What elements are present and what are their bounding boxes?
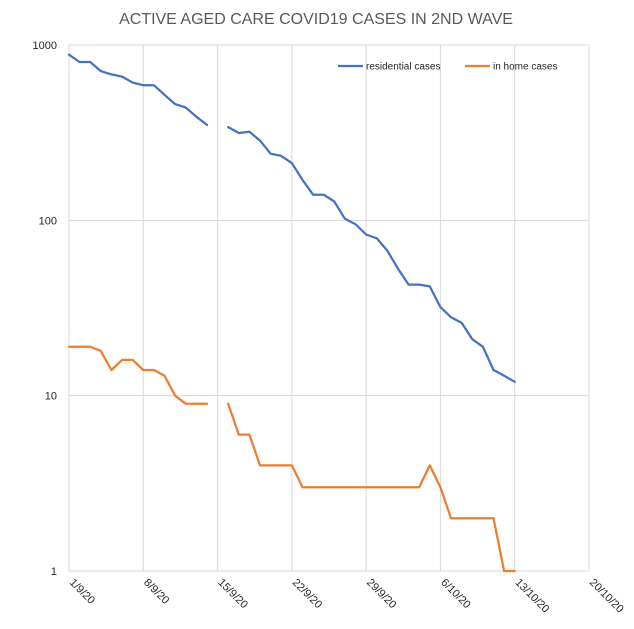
x-tick-label: 29/9/20 xyxy=(364,577,398,611)
series-residential-cases xyxy=(67,53,516,383)
grid xyxy=(68,44,590,572)
x-tick-label: 15/9/20 xyxy=(215,577,249,611)
x-tick-label: 1/9/20 xyxy=(67,577,97,607)
y-tick-label: 100 xyxy=(39,215,57,227)
x-tick-label: 20/10/20 xyxy=(587,577,626,616)
chart-title: ACTIVE AGED CARE COVID19 CASES IN 2ND WA… xyxy=(119,11,513,28)
legend-label: in home cases xyxy=(493,62,557,73)
x-tick-label: 8/9/20 xyxy=(141,577,171,607)
legend: residential cases in home cases xyxy=(338,62,557,73)
series-line-segment xyxy=(67,53,209,127)
series-line-segment xyxy=(67,345,209,405)
series-line-segment xyxy=(227,402,516,573)
y-tick-label: 1000 xyxy=(33,40,57,52)
series-lines xyxy=(67,53,516,573)
legend-label: residential cases xyxy=(366,62,440,73)
y-tick-label: 10 xyxy=(45,391,57,403)
series-in-home-cases xyxy=(67,345,516,573)
x-axis-tick-labels: 1/9/20 8/9/20 15/9/20 22/9/20 29/9/20 6/10/20… xyxy=(67,577,626,616)
series-line-segment xyxy=(227,125,516,383)
y-axis-tick-labels: 1 10 100 1000 xyxy=(33,40,57,578)
x-tick-label: 6/10/20 xyxy=(438,577,472,611)
y-tick-label: 1 xyxy=(51,566,57,578)
x-tick-label: 22/9/20 xyxy=(290,577,324,611)
x-tick-label: 13/10/20 xyxy=(513,577,552,616)
